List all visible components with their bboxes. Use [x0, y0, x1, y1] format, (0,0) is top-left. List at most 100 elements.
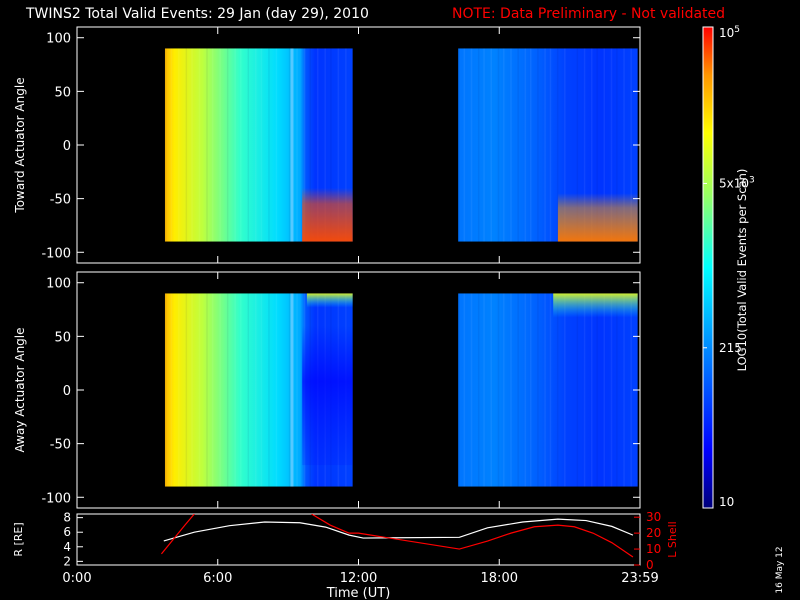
- heatmap-streak: [330, 48, 332, 242]
- heatmap-streak: [529, 293, 532, 487]
- heatmap-streak: [583, 48, 586, 242]
- heatmap-streak: [497, 48, 500, 242]
- heatmap-streak: [178, 293, 180, 487]
- heatmap-streak: [303, 48, 306, 242]
- heatmap-streak: [288, 48, 291, 242]
- heatmap-hotspot: [306, 293, 353, 308]
- heatmap-streak: [345, 48, 347, 242]
- x-axis-label: Time (UT): [326, 586, 391, 600]
- x-tick-label: 23:59: [621, 571, 658, 586]
- y-tick-label: 0: [63, 139, 71, 154]
- lshell-line: [311, 514, 634, 558]
- heatmap-streak: [470, 48, 473, 242]
- heatmap-streak: [211, 293, 214, 487]
- heatmap-streak: [490, 48, 493, 242]
- colorbar-tick-label: 10: [719, 495, 734, 509]
- heatmap-streak: [247, 293, 250, 487]
- y-tick-label: -100: [41, 491, 71, 506]
- heatmap-streak: [260, 48, 263, 242]
- r-distance-line: [163, 518, 634, 542]
- x-tick-label: 18:00: [481, 571, 518, 586]
- heatmap-streak: [219, 48, 221, 242]
- heatmap-streak: [610, 293, 613, 487]
- heatmap-streak: [529, 48, 532, 242]
- r-tick-label: 8: [63, 511, 71, 525]
- y-tick-label: 100: [46, 32, 71, 47]
- y-tick-label: 0: [63, 384, 71, 399]
- heatmap-streak: [590, 293, 593, 487]
- heatmap-streak: [583, 293, 586, 487]
- heatmap-streak: [596, 293, 598, 487]
- y-tick-label: -100: [41, 246, 71, 261]
- r-tick-label: 4: [63, 540, 71, 554]
- heatmap-streak: [255, 293, 257, 487]
- heatmap-streak: [288, 293, 291, 487]
- heatmap-streak: [219, 293, 221, 487]
- lshell-axis-label: L Shell: [666, 521, 679, 557]
- heatmap-streak: [240, 48, 242, 242]
- y-axis-label: Away Actuator Angle: [13, 327, 27, 452]
- heatmap-streak: [603, 48, 606, 242]
- heatmap-streak: [309, 48, 311, 242]
- heatmap-streak: [324, 48, 326, 242]
- heatmap-streak: [255, 48, 257, 242]
- y-tick-label: 50: [54, 330, 71, 345]
- heatmap-hotspot: [302, 187, 353, 242]
- y-tick-label: 100: [46, 277, 71, 292]
- lshell-tick-label: 0: [646, 558, 654, 572]
- heatmap-streak: [610, 48, 613, 242]
- heatmap-streak: [247, 48, 250, 242]
- heatmap-streak: [178, 48, 180, 242]
- heatmap-streak: [524, 293, 527, 487]
- r-axis-label: R [RE]: [12, 522, 25, 556]
- heatmap-streak: [296, 48, 298, 242]
- side-stamp: 16 May 12: [775, 546, 785, 594]
- orbit-lines-layer: [160, 514, 634, 558]
- heatmap-streak: [290, 293, 294, 487]
- x-tick-label: 6:00: [203, 571, 232, 586]
- figure-title: TWINS2 Total Valid Events: 29 Jan (day 2…: [26, 6, 369, 22]
- heatmap-streak: [483, 48, 485, 242]
- heatmap-streak: [234, 293, 236, 487]
- heatmap-streak: [517, 48, 519, 242]
- heatmap-streak: [537, 48, 539, 242]
- heatmap-layer: [164, 48, 638, 487]
- heatmap-hotspot: [302, 325, 353, 466]
- heatmap-streak: [497, 293, 500, 487]
- heatmap-streak: [544, 293, 546, 487]
- heatmap-streak: [226, 48, 229, 242]
- x-tick-label: 0:00: [62, 571, 91, 586]
- frames-layer: [76, 26, 714, 566]
- heatmap-streak: [164, 293, 167, 487]
- heatmap-streak: [623, 293, 625, 487]
- line-panel-frame: [76, 513, 641, 566]
- heatmap-streak: [616, 48, 618, 242]
- heatmap-streak: [576, 48, 579, 242]
- preliminary-note: NOTE: Data Preliminary - Not validated: [452, 6, 726, 22]
- heatmap-streak: [503, 293, 505, 487]
- heatmap-streak: [198, 293, 201, 487]
- heatmap-streak: [630, 293, 632, 487]
- lshell-tick-label: 10: [646, 542, 661, 556]
- y-tick-label: -50: [50, 438, 71, 453]
- heatmap-block: [458, 293, 638, 487]
- colorbar: [702, 26, 714, 509]
- heatmap-streak: [191, 48, 193, 242]
- heatmap-streak: [549, 48, 552, 242]
- heatmap-streak: [275, 48, 278, 242]
- heatmap-streak: [470, 293, 473, 487]
- heatmap-streak: [185, 48, 188, 242]
- heatmap-streak: [316, 48, 319, 242]
- heatmap-streak: [337, 48, 340, 242]
- heatmap-streak: [463, 48, 466, 242]
- heatmap-streak: [211, 48, 214, 242]
- heatmap-streak: [630, 48, 632, 242]
- heatmap-streak: [603, 293, 606, 487]
- heatmap-streak: [164, 48, 167, 242]
- heatmap-streak: [510, 48, 512, 242]
- heatmap-streak: [458, 293, 460, 487]
- heatmap-streak: [240, 293, 242, 487]
- heatmap-streak: [503, 48, 505, 242]
